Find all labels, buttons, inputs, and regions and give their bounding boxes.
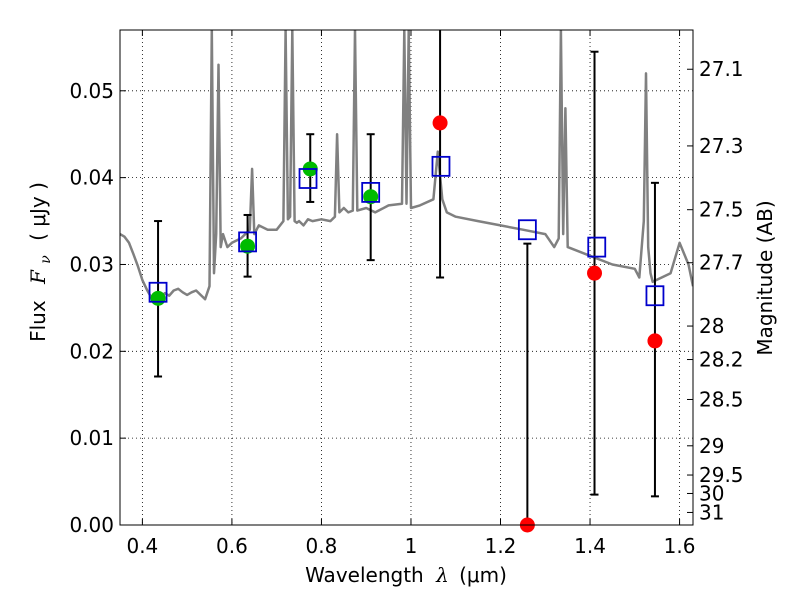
y2-tick-label: 27.7 [699,251,744,275]
detection-point [150,290,166,306]
y-tick-label: 0.04 [69,166,114,190]
x-tick-label: 1 [405,534,418,558]
y-axis-label: Flux F ν ( μJy ) [26,182,55,342]
marker-series [148,115,665,533]
x-tick-label: 1.2 [485,534,517,558]
spectrum-line [120,30,693,303]
model-square [298,168,318,189]
plot-frame [119,29,694,526]
y2-tick-label: 28.5 [699,387,744,411]
y2-tick-label: 28.2 [699,348,744,372]
x-tick-label: 0.8 [306,534,338,558]
x-tick-label: 1.6 [664,534,696,558]
y2-tick-label: 27.3 [699,134,744,158]
model-square [361,181,381,203]
y-tick-label: 0.03 [69,252,114,276]
y-tick-label: 0.05 [69,79,114,103]
x-axis-label-symbol: λ [435,563,449,587]
y2-tick-label: 27.5 [699,198,744,222]
x-tick-label: 1.4 [574,534,606,558]
x-tick-label: 0.6 [216,534,248,558]
y2-tick-label: 28 [699,314,724,338]
model-square [645,285,665,307]
y2-tick-label: 29.5 [699,463,744,487]
model-square [587,236,607,258]
y-tick-label: 0.01 [69,426,114,450]
model-square [238,231,257,253]
y-axis-label-subscript: ν [38,255,54,264]
y-axis-label-unit: ( μJy ) [26,182,50,241]
y2-tick-label: 27.1 [699,57,744,81]
model-square [517,219,537,241]
detection-point [363,189,379,205]
x-tick-label: 0.4 [126,534,158,558]
y-axis-label-symbol: F [26,269,50,285]
x-axis-label-unit: (μm) [459,563,507,587]
y2-axis-label: Magnitude (AB) [753,200,777,355]
y-axis-label-text: Flux [26,300,50,342]
red-point [647,333,663,349]
model-square [431,155,451,177]
grid-lines [120,30,693,526]
y-axis-ticks: 0.00 0.01 0.02 0.03 0.04 0.05 [69,79,126,537]
y-tick-label: 0.02 [69,339,114,363]
y2-tick-label: 30 [699,481,724,505]
x-axis-label: Wavelength λ (μm) [305,563,507,587]
x-axis-label-prefix: Wavelength [305,563,424,587]
x-axis-ticks: 0.4 0.6 0.8 1 1.2 1.4 1.6 [126,30,695,558]
y2-tick-label: 29 [699,434,724,458]
red-point [587,265,603,281]
y-tick-label: 0.00 [69,513,114,537]
plot-background [120,30,693,525]
y2-tick-label: 31 [699,500,724,524]
spectrum-series [120,30,693,303]
model-square [148,281,168,303]
detection-point [240,238,256,254]
red-point [432,115,448,131]
